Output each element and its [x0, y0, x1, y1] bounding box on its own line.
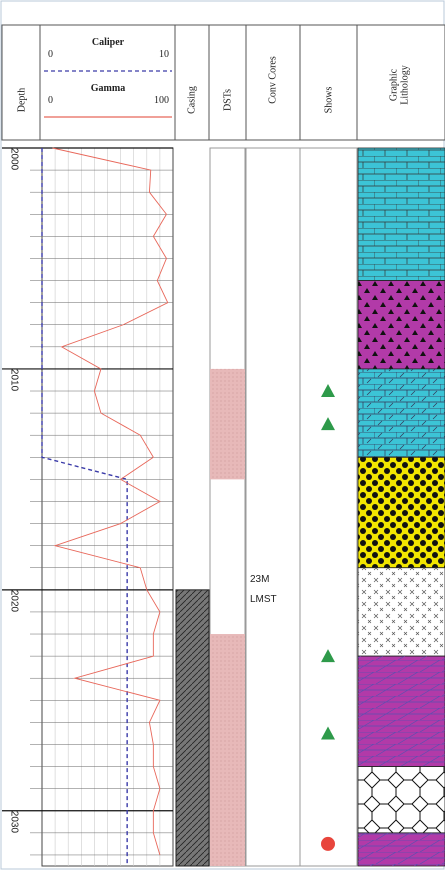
- depth-label: 2020: [8, 590, 19, 613]
- depth-label: 2000: [8, 148, 19, 171]
- dsts-header: DSTs: [222, 89, 233, 111]
- curve-name: Caliper: [92, 37, 125, 48]
- header-box: [1, 24, 445, 141]
- depth-label: 2010: [8, 369, 19, 392]
- dst-stipple: [210, 368, 245, 480]
- core-label: 23M: [250, 574, 269, 585]
- show-triangle: [321, 726, 335, 740]
- curve-1: [52, 147, 169, 856]
- lithology-header: Graphic: [388, 68, 399, 101]
- casing-header: Casing: [186, 86, 197, 114]
- curve-scale-label: 100: [154, 95, 169, 106]
- curve-scale-label: 0: [48, 49, 53, 60]
- show-triangle: [321, 649, 335, 663]
- lithology-pattern: [358, 766, 445, 833]
- core-label: LMST: [250, 594, 277, 605]
- show-circle: [321, 836, 335, 851]
- cores-header: Conv Cores: [267, 56, 278, 104]
- lithology-pattern: [358, 457, 445, 568]
- track: [245, 147, 301, 867]
- track: [299, 147, 358, 867]
- curve-scale-label: 0: [48, 95, 53, 106]
- lithology-pattern: [358, 280, 445, 369]
- depth-header: Depth: [16, 88, 27, 112]
- lithology-pattern: [358, 832, 445, 866]
- casing-hatch: [175, 589, 210, 867]
- curve-0: [41, 148, 128, 866]
- lithology-header: Lithology: [399, 65, 410, 104]
- shows-header: Shows: [323, 87, 334, 114]
- show-triangle: [321, 417, 335, 431]
- lithology-pattern: [358, 148, 445, 281]
- curve-name: Gamma: [91, 83, 125, 94]
- show-triangle: [321, 384, 335, 398]
- curve-scale-label: 10: [159, 49, 169, 60]
- depth-label: 2030: [8, 811, 19, 834]
- dst-stipple: [210, 634, 245, 866]
- lithology-pattern: [358, 368, 445, 458]
- lithology-pattern: [358, 567, 445, 657]
- header-dividers: [39, 25, 358, 140]
- lithology-pattern: [358, 656, 445, 767]
